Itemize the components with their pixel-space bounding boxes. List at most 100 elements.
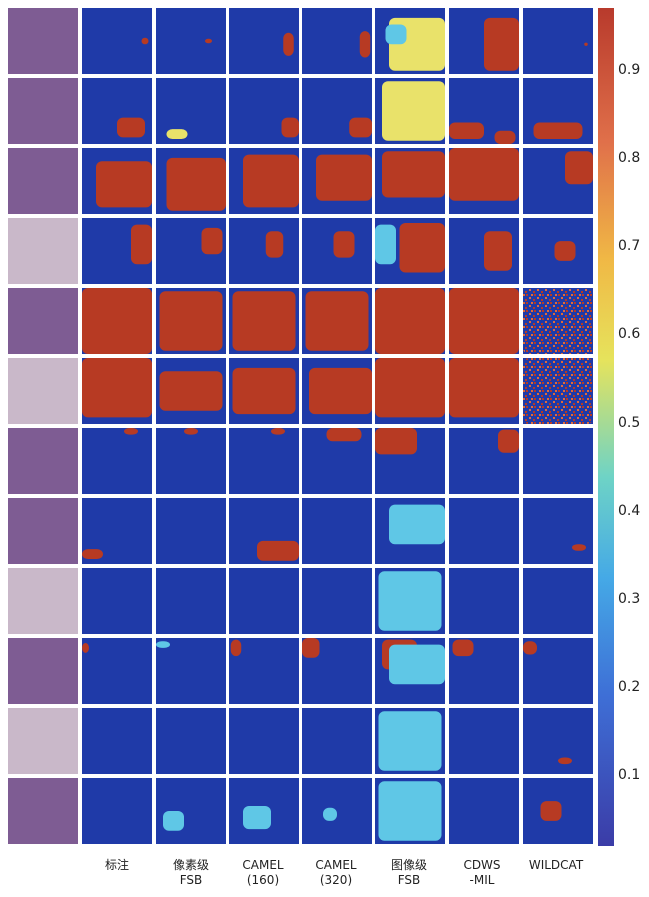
heatmap-region bbox=[305, 291, 369, 351]
heatmap-region bbox=[523, 641, 537, 655]
heatmap-region bbox=[540, 801, 562, 821]
heatmap-tile bbox=[302, 708, 372, 774]
heatmap-tile bbox=[156, 498, 226, 564]
tissue-thumbnail bbox=[8, 568, 78, 634]
heatmap-tile bbox=[523, 8, 593, 74]
heatmap-region bbox=[385, 24, 407, 45]
heatmap-region bbox=[572, 544, 586, 551]
heatmap-region bbox=[554, 241, 576, 261]
colorbar-tick-label: 0.5 bbox=[618, 414, 641, 431]
heatmap-region bbox=[378, 711, 442, 771]
heatmap-region bbox=[281, 117, 299, 138]
heatmap-region bbox=[316, 154, 372, 201]
colorbar-tick-label: 0.7 bbox=[618, 238, 641, 255]
heatmap-region bbox=[523, 288, 593, 354]
heatmap-tile bbox=[449, 568, 519, 634]
heatmap-region bbox=[375, 224, 396, 265]
tissue-thumbnail bbox=[8, 218, 78, 284]
heatmap-region bbox=[399, 222, 445, 273]
colorbar-tick-label: 0.6 bbox=[618, 326, 641, 343]
colorbar-tick-label: 0.1 bbox=[618, 767, 641, 784]
heatmap-region bbox=[326, 428, 362, 442]
tissue-thumbnail bbox=[8, 148, 78, 214]
heatmap-region bbox=[333, 231, 355, 258]
heatmap-region bbox=[243, 154, 299, 208]
heatmap-tile bbox=[82, 708, 152, 774]
heatmap-region bbox=[243, 806, 271, 830]
colorbar-tick-label: 0.9 bbox=[618, 61, 641, 78]
heatmap-region bbox=[124, 428, 138, 435]
heatmap-tile bbox=[156, 8, 226, 74]
heatmap-region bbox=[163, 811, 184, 831]
heatmap-tile bbox=[229, 428, 299, 494]
heatmap-tile bbox=[82, 568, 152, 634]
tissue-thumbnail bbox=[8, 78, 78, 144]
heatmap-region bbox=[558, 757, 572, 765]
heatmap-tile bbox=[156, 428, 226, 494]
heatmap-region bbox=[82, 288, 152, 354]
heatmap-region bbox=[82, 549, 103, 560]
heatmap-region bbox=[533, 122, 583, 140]
heatmap-tile bbox=[156, 778, 226, 844]
heatmap-region bbox=[201, 227, 223, 255]
heatmap-region bbox=[389, 504, 445, 545]
heatmap-region bbox=[82, 358, 152, 418]
tissue-thumbnail bbox=[8, 708, 78, 774]
heatmap-tile bbox=[82, 638, 152, 704]
heatmap-region bbox=[283, 32, 294, 56]
column-label-wildcat: WILDCAT bbox=[528, 858, 584, 872]
tissue-thumbnail bbox=[8, 8, 78, 74]
heatmap-tile bbox=[82, 428, 152, 494]
heatmap-tile bbox=[82, 778, 152, 844]
heatmap-region bbox=[449, 148, 519, 201]
heatmap-region bbox=[131, 224, 152, 265]
heatmap-tile bbox=[302, 778, 372, 844]
colorbar bbox=[598, 8, 614, 846]
heatmap-region bbox=[166, 129, 188, 140]
heatmap-tile bbox=[229, 218, 299, 284]
heatmap-tile bbox=[156, 638, 226, 704]
heatmap-region bbox=[309, 367, 372, 415]
heatmap-region bbox=[382, 81, 445, 141]
heatmap-region bbox=[449, 288, 519, 354]
heatmap-tile bbox=[523, 708, 593, 774]
column-label-image-fsb: 图像级 FSB bbox=[390, 858, 427, 887]
heatmap-tile bbox=[523, 428, 593, 494]
heatmap-tile bbox=[449, 708, 519, 774]
heatmap-region bbox=[565, 151, 593, 185]
heatmap-tile bbox=[523, 498, 593, 564]
heatmap-tile bbox=[156, 708, 226, 774]
heatmap-region bbox=[82, 642, 89, 653]
heatmap-region bbox=[141, 37, 149, 45]
heatmap-tile bbox=[229, 568, 299, 634]
heatmap-region bbox=[230, 639, 242, 657]
tissue-thumbnail bbox=[8, 288, 78, 354]
heatmap-region bbox=[484, 17, 519, 71]
heatmap-region bbox=[184, 428, 198, 435]
heatmap-region bbox=[375, 428, 417, 455]
heatmap-region bbox=[323, 807, 337, 821]
colorbar-tick-label: 0.2 bbox=[618, 679, 641, 696]
tissue-thumbnail bbox=[8, 358, 78, 424]
heatmap-region bbox=[498, 429, 519, 453]
heatmap-region bbox=[205, 38, 212, 44]
column-label-camel-160: CAMEL (160) bbox=[242, 858, 284, 887]
heatmap-tile bbox=[82, 8, 152, 74]
heatmap-region bbox=[449, 358, 519, 418]
column-label-pixel-fsb: 像素级 FSB bbox=[172, 858, 209, 887]
heatmap-region bbox=[117, 117, 145, 138]
tissue-thumbnail bbox=[8, 428, 78, 494]
heatmap-region bbox=[257, 540, 299, 561]
heatmap-tile bbox=[449, 778, 519, 844]
heatmap-region bbox=[378, 781, 442, 841]
heatmap-region bbox=[156, 641, 170, 648]
heatmap-region bbox=[232, 291, 296, 351]
heatmap-region bbox=[449, 122, 484, 140]
column-label-cdws-mil: CDWS -MIL bbox=[463, 858, 501, 887]
heatmap-region bbox=[159, 291, 223, 351]
colorbar-tick-label: 0.4 bbox=[618, 502, 641, 519]
heatmap-region bbox=[375, 358, 445, 418]
colorbar-tick-label: 0.3 bbox=[618, 591, 641, 607]
heatmap-region bbox=[96, 161, 152, 208]
